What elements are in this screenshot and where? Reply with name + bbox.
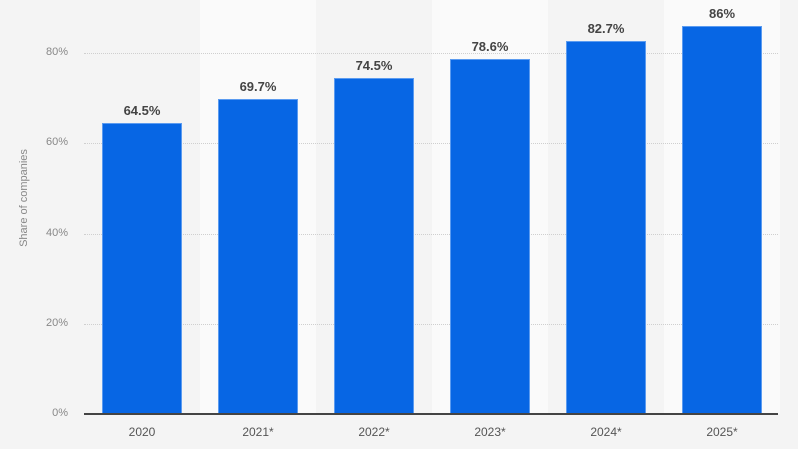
- y-tick-label: 0%: [52, 407, 68, 419]
- x-tick-label: 2021*: [242, 425, 274, 439]
- y-tick-label: 60%: [45, 136, 68, 149]
- data-label: 78.6%: [471, 39, 509, 55]
- data-label: 86%: [708, 5, 736, 21]
- gridline: [84, 143, 778, 145]
- y-tick-label: 80%: [45, 46, 68, 58]
- bar-2022[interactable]: [334, 77, 414, 414]
- x-tick-label: 2020: [128, 425, 156, 439]
- bar-2025[interactable]: [682, 25, 762, 414]
- y-tick-label: 40%: [45, 226, 68, 239]
- bar-2023[interactable]: [450, 59, 530, 414]
- x-tick-label: 2025*: [706, 425, 738, 439]
- x-tick-label: 2022*: [358, 425, 390, 439]
- gridline: [84, 323, 778, 325]
- gridline: [84, 233, 778, 235]
- x-axis-line: [84, 413, 778, 415]
- y-tick-label: 20%: [45, 316, 68, 329]
- data-label: 82.7%: [587, 20, 625, 36]
- data-label: 69.7%: [239, 79, 277, 95]
- data-label: 74.5%: [355, 57, 393, 73]
- data-label: 64.5%: [123, 102, 161, 118]
- x-tick-label: 2023*: [474, 425, 506, 439]
- gridline: [84, 53, 778, 54]
- bar-2020[interactable]: [102, 122, 182, 414]
- y-axis-label: Share of companies: [18, 149, 30, 247]
- x-tick-label: 2024*: [590, 425, 622, 439]
- bar-2024[interactable]: [566, 40, 646, 414]
- bar-2021[interactable]: [218, 99, 298, 414]
